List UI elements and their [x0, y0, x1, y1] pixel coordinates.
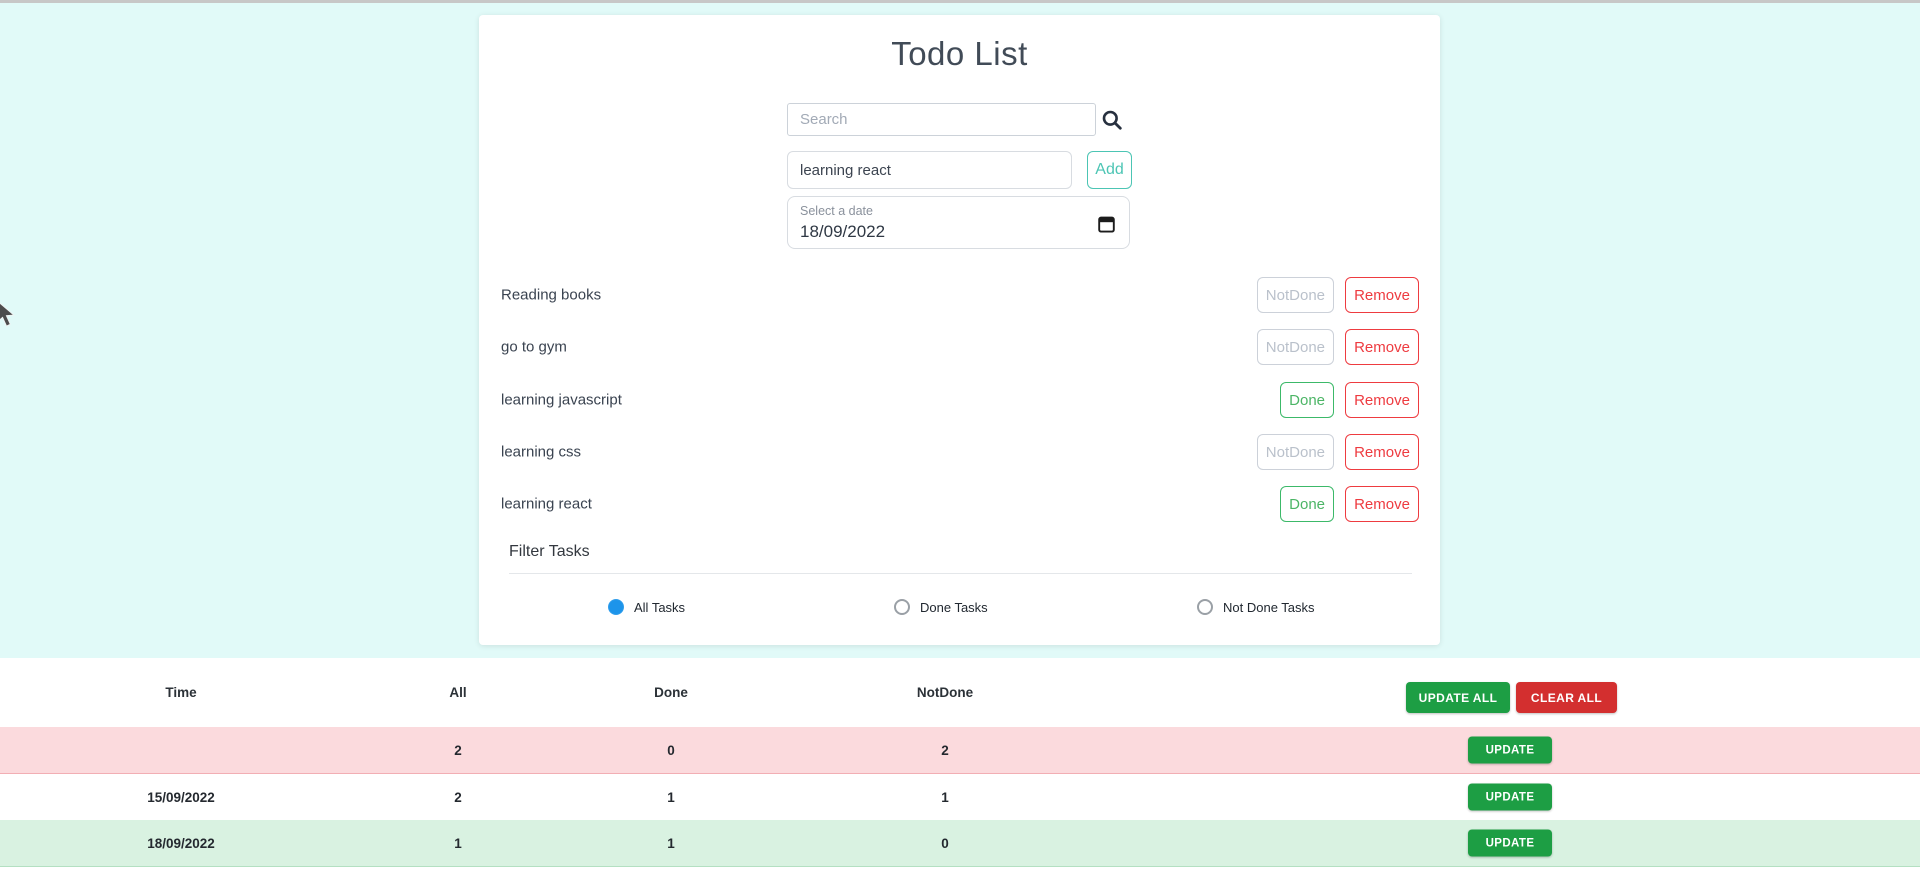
- summary-header: Time All Done NotDone UPDATE ALL CLEAR A…: [0, 658, 1920, 727]
- mouse-cursor-icon: [0, 298, 16, 333]
- search-input[interactable]: [787, 103, 1096, 136]
- summary-row: 2 0 2 UPDATE: [0, 727, 1920, 774]
- radio-unselected-icon[interactable]: [894, 599, 910, 615]
- summary-row: 18/09/2022 1 1 0 UPDATE: [0, 820, 1920, 867]
- column-header-time: Time: [165, 685, 197, 700]
- task-status-button[interactable]: NotDone: [1256, 277, 1334, 313]
- update-row-button[interactable]: UPDATE: [1468, 783, 1552, 811]
- task-status-button[interactable]: Done: [1280, 382, 1334, 418]
- todo-card: Todo List Add Select a date 18/09/2022 R…: [479, 15, 1440, 645]
- cell-done: 1: [667, 789, 675, 805]
- cell-notdone: 1: [941, 789, 949, 805]
- task-status-button[interactable]: NotDone: [1256, 329, 1334, 365]
- task-remove-button[interactable]: Remove: [1345, 434, 1419, 470]
- task-row: learning javascript Done Remove: [479, 374, 1440, 426]
- radio-not-done-tasks[interactable]: Not Done Tasks: [1197, 598, 1315, 616]
- radio-label: Not Done Tasks: [1223, 599, 1315, 615]
- top-border: [0, 0, 1920, 3]
- column-header-all: All: [449, 685, 467, 700]
- column-header-notdone: NotDone: [916, 685, 974, 700]
- filter-tasks-heading: Filter Tasks: [509, 543, 590, 560]
- cell-time: 15/09/2022: [147, 789, 215, 805]
- task-remove-button[interactable]: Remove: [1345, 486, 1419, 522]
- task-name: go to gym: [501, 338, 567, 356]
- filter-divider: [509, 573, 1412, 574]
- radio-selected-icon[interactable]: [608, 599, 624, 615]
- date-picker[interactable]: Select a date 18/09/2022: [787, 196, 1130, 249]
- cell-notdone: 0: [941, 835, 949, 851]
- task-row: go to gym NotDone Remove: [479, 321, 1440, 373]
- task-remove-button[interactable]: Remove: [1345, 277, 1419, 313]
- cell-time: 18/09/2022: [147, 835, 215, 851]
- task-status-button[interactable]: Done: [1280, 486, 1334, 522]
- search-icon[interactable]: [1101, 109, 1123, 136]
- task-row: learning react Done Remove: [479, 478, 1440, 530]
- clear-all-button[interactable]: CLEAR ALL: [1516, 682, 1617, 713]
- page-title: Todo List: [891, 35, 1028, 72]
- summary-row: 15/09/2022 2 1 1 UPDATE: [0, 774, 1920, 820]
- radio-all-tasks[interactable]: All Tasks: [608, 598, 685, 616]
- radio-label: All Tasks: [634, 599, 686, 615]
- task-name: learning javascript: [501, 391, 622, 409]
- summary-section: Time All Done NotDone UPDATE ALL CLEAR A…: [0, 658, 1920, 893]
- task-remove-button[interactable]: Remove: [1345, 329, 1419, 365]
- radio-done-tasks[interactable]: Done Tasks: [894, 598, 988, 616]
- task-row: Reading books NotDone Remove: [479, 269, 1440, 321]
- cell-notdone: 2: [941, 742, 949, 758]
- cell-time: [81, 727, 281, 773]
- cell-done: 1: [667, 835, 675, 851]
- date-picker-value: 18/09/2022: [800, 222, 886, 241]
- task-name: Reading books: [501, 286, 602, 304]
- task-row: learning css NotDone Remove: [479, 426, 1440, 478]
- update-row-button[interactable]: UPDATE: [1468, 829, 1552, 857]
- cell-all: 2: [454, 789, 462, 805]
- cell-all: 1: [454, 835, 462, 851]
- radio-unselected-icon[interactable]: [1197, 599, 1213, 615]
- radio-label: Done Tasks: [920, 599, 988, 615]
- new-task-input[interactable]: [787, 151, 1072, 189]
- cell-done: 0: [667, 742, 675, 758]
- update-all-button[interactable]: UPDATE ALL: [1406, 682, 1510, 713]
- task-name: learning react: [501, 495, 592, 513]
- task-name: learning css: [501, 443, 582, 461]
- add-task-button[interactable]: Add: [1087, 151, 1132, 189]
- task-status-button[interactable]: NotDone: [1256, 434, 1334, 470]
- task-remove-button[interactable]: Remove: [1345, 382, 1419, 418]
- update-row-button[interactable]: UPDATE: [1468, 736, 1552, 764]
- column-header-done: Done: [654, 685, 688, 700]
- calendar-icon[interactable]: [1098, 215, 1115, 238]
- date-picker-label: Select a date: [800, 204, 873, 218]
- cell-all: 2: [454, 742, 462, 758]
